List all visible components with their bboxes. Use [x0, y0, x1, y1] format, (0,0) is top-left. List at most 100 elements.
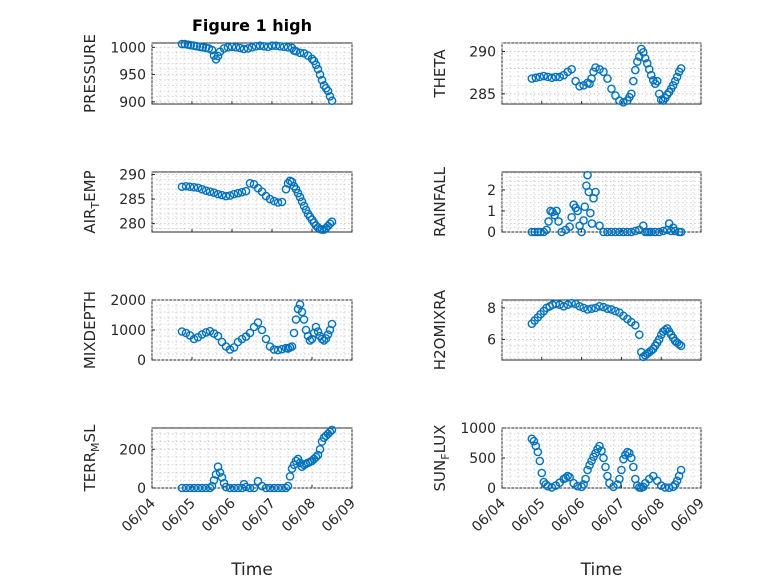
data-point — [221, 482, 231, 492]
data-point — [619, 227, 628, 237]
data-point — [227, 42, 237, 52]
y-tick-label: 1000 — [110, 323, 146, 339]
data-point — [551, 299, 561, 309]
data-point — [555, 300, 565, 310]
data-point — [273, 345, 283, 355]
data-point — [554, 217, 563, 226]
data-point — [573, 206, 582, 216]
data-point — [627, 453, 636, 463]
data-point — [299, 315, 309, 324]
data-point — [533, 447, 543, 457]
y-axis-label: AIRTEMP — [81, 170, 102, 233]
data-point — [241, 186, 251, 196]
x-tick-label: 06/04 — [119, 495, 159, 535]
data-point — [185, 483, 195, 493]
data-point — [613, 480, 622, 489]
data-point — [599, 67, 608, 77]
data-point — [530, 227, 539, 237]
data-point — [287, 342, 297, 351]
data-point — [535, 72, 545, 82]
data-point — [567, 212, 576, 222]
data-point — [265, 483, 275, 493]
data-point — [177, 182, 187, 192]
data-point — [197, 184, 207, 194]
data-point — [283, 481, 293, 491]
subplot-7: 06/04 06/05 06/06 06/07 06/08 06/09 0 200 TERRMS… — [81, 424, 359, 580]
y-axis-label-part: EMP — [81, 170, 99, 201]
data-point — [660, 325, 670, 335]
data-point — [239, 44, 249, 54]
data-point — [650, 227, 660, 237]
data-point — [209, 188, 219, 197]
data-point — [325, 92, 335, 101]
data-point — [627, 227, 636, 237]
y-axis-label: SUNFLUX — [431, 425, 452, 492]
data-point — [207, 45, 217, 55]
data-point — [225, 191, 235, 200]
data-point — [579, 303, 588, 313]
data-point — [313, 450, 323, 460]
data-point — [583, 465, 592, 475]
data-point — [189, 182, 199, 192]
data-point — [245, 328, 255, 338]
data-point — [287, 177, 297, 187]
data-point — [273, 198, 283, 207]
y-tick-label: 950 — [119, 68, 146, 84]
data-point — [607, 305, 616, 314]
x-tick-label: 06/04 — [469, 495, 509, 535]
subplot-4: 0 1 2 RAINFALL — [431, 166, 702, 241]
data-point — [273, 483, 283, 493]
data-point — [213, 331, 223, 341]
data-point — [672, 72, 682, 82]
data-point — [253, 318, 263, 327]
data-point — [668, 81, 678, 90]
data-point — [591, 63, 600, 72]
data-point — [599, 227, 608, 237]
data-point — [575, 302, 584, 311]
data-point — [325, 219, 335, 228]
data-point — [603, 74, 612, 83]
data-point — [263, 42, 273, 52]
data-point — [327, 96, 337, 106]
subplot-8: 06/04 06/05 06/06 06/07 06/08 06/09 0 500 1000 SU… — [431, 421, 708, 580]
data-point — [269, 483, 279, 493]
data-point — [611, 227, 620, 237]
data-point — [537, 468, 547, 478]
data-point — [544, 217, 553, 226]
data-point — [267, 41, 277, 51]
data-point — [257, 481, 267, 491]
y-axis-label-subscript: M — [89, 442, 102, 452]
data-point — [565, 472, 574, 482]
data-point — [595, 302, 604, 311]
data-point — [192, 41, 202, 51]
data-point — [219, 44, 229, 53]
data-point — [327, 425, 337, 435]
data-point — [676, 227, 686, 237]
data-point — [181, 483, 191, 493]
subplot-6: 6 8 H2OMIXRA — [431, 289, 702, 370]
data-point — [213, 462, 223, 472]
data-point — [676, 64, 686, 73]
data-point — [186, 40, 196, 50]
data-point — [319, 336, 329, 345]
data-point — [607, 227, 616, 237]
data-point — [611, 306, 620, 316]
data-point — [577, 482, 586, 492]
y-tick-label: 200 — [119, 442, 146, 458]
x-tick-label: 06/07 — [588, 496, 628, 536]
data-point — [295, 192, 305, 202]
data-point — [599, 302, 608, 312]
data-point — [277, 344, 287, 354]
data-point — [670, 226, 680, 236]
y-tick-label: 900 — [119, 95, 146, 111]
data-point — [656, 481, 666, 490]
x-tick-label: 06/06 — [549, 495, 589, 535]
data-point — [603, 304, 612, 313]
data-point — [325, 427, 335, 437]
x-axis-label: Time — [230, 560, 273, 580]
data-point — [547, 483, 557, 492]
data-point — [591, 187, 600, 197]
y-axis-label-subscript: F — [439, 453, 452, 459]
data-point — [281, 483, 291, 493]
data-point — [247, 43, 257, 52]
